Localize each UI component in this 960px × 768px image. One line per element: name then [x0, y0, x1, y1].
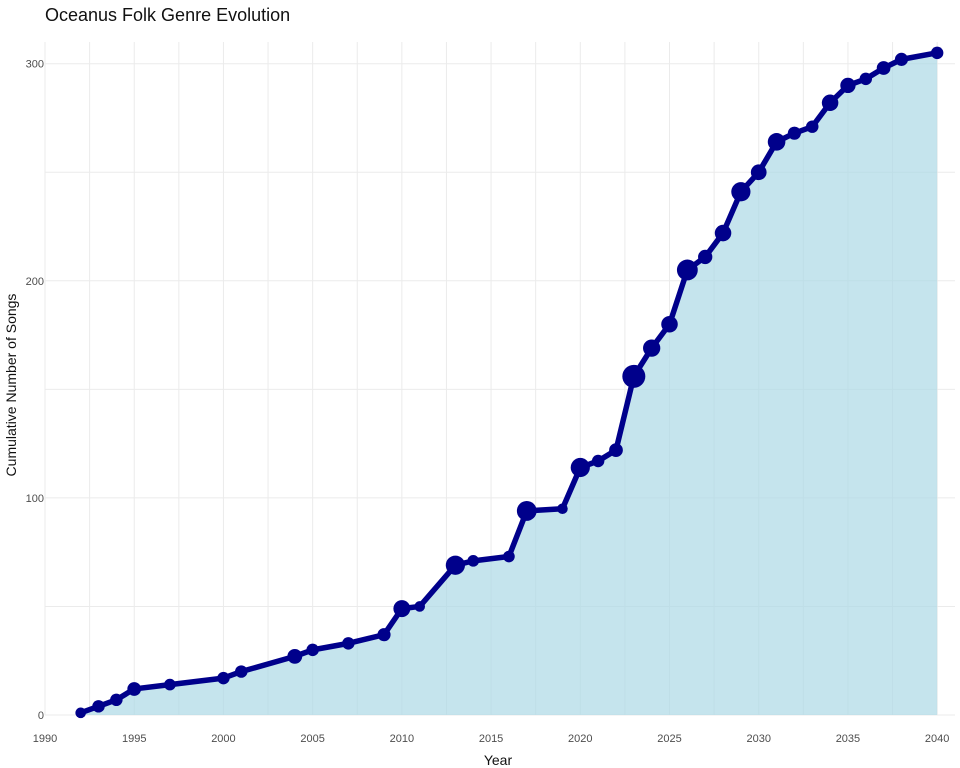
data-point — [342, 637, 355, 650]
y-tick-label: 200 — [26, 276, 44, 288]
chart-title: Oceanus Folk Genre Evolution — [45, 5, 291, 25]
data-point — [467, 555, 480, 567]
data-point — [767, 133, 786, 151]
data-point — [110, 693, 123, 707]
data-point — [570, 457, 590, 478]
x-tick-label: 1995 — [122, 733, 146, 745]
data-point — [414, 601, 425, 612]
y-axis-title: Cumulative Number of Songs — [3, 294, 19, 477]
data-point — [930, 46, 944, 60]
data-point — [750, 164, 767, 181]
area-layer — [80, 52, 938, 715]
data-point — [164, 678, 176, 691]
data-point — [127, 682, 142, 696]
data-point — [516, 501, 537, 521]
x-tick-label: 2005 — [300, 733, 324, 745]
data-point — [643, 339, 661, 357]
x-tick-label: 2030 — [746, 733, 770, 745]
data-point — [894, 52, 909, 66]
data-point — [661, 315, 678, 333]
data-point — [821, 94, 839, 112]
data-point — [287, 648, 303, 664]
data-point — [876, 61, 891, 75]
data-point — [622, 364, 646, 388]
data-point — [217, 671, 230, 685]
data-point — [377, 628, 391, 642]
data-point — [503, 550, 515, 563]
x-tick-label: 2025 — [657, 733, 681, 745]
data-point — [75, 707, 86, 719]
data-point — [591, 454, 605, 468]
data-point — [806, 120, 819, 133]
x-tick-label: 2015 — [479, 733, 503, 745]
y-axis-ticks: 0 100 200 300 — [26, 59, 44, 722]
point-layer — [75, 46, 944, 719]
x-tick-label: 1990 — [33, 733, 57, 745]
x-axis-title: Year — [484, 752, 513, 768]
data-point — [787, 126, 801, 140]
data-point — [609, 443, 623, 458]
x-tick-label: 2040 — [925, 733, 949, 745]
data-point — [731, 182, 751, 202]
data-point — [714, 224, 732, 242]
x-axis-ticks: 1990 1995 2000 2005 2010 2015 2020 2025 2030 2035… — [33, 733, 950, 745]
data-point — [445, 555, 466, 575]
data-point — [393, 600, 411, 618]
data-point — [235, 665, 248, 678]
data-point — [676, 259, 698, 281]
data-point — [859, 72, 873, 86]
x-tick-label: 2010 — [390, 733, 414, 745]
y-tick-label: 100 — [26, 493, 44, 505]
x-tick-label: 2000 — [211, 733, 235, 745]
x-tick-label: 2035 — [836, 733, 860, 745]
x-tick-label: 2020 — [568, 733, 592, 745]
data-point — [92, 700, 105, 713]
series-area — [80, 52, 938, 715]
data-point — [306, 643, 319, 657]
data-point — [698, 249, 713, 265]
y-tick-label: 300 — [26, 59, 44, 71]
y-tick-label: 0 — [38, 710, 44, 722]
data-point — [840, 77, 856, 94]
data-point — [557, 503, 568, 515]
